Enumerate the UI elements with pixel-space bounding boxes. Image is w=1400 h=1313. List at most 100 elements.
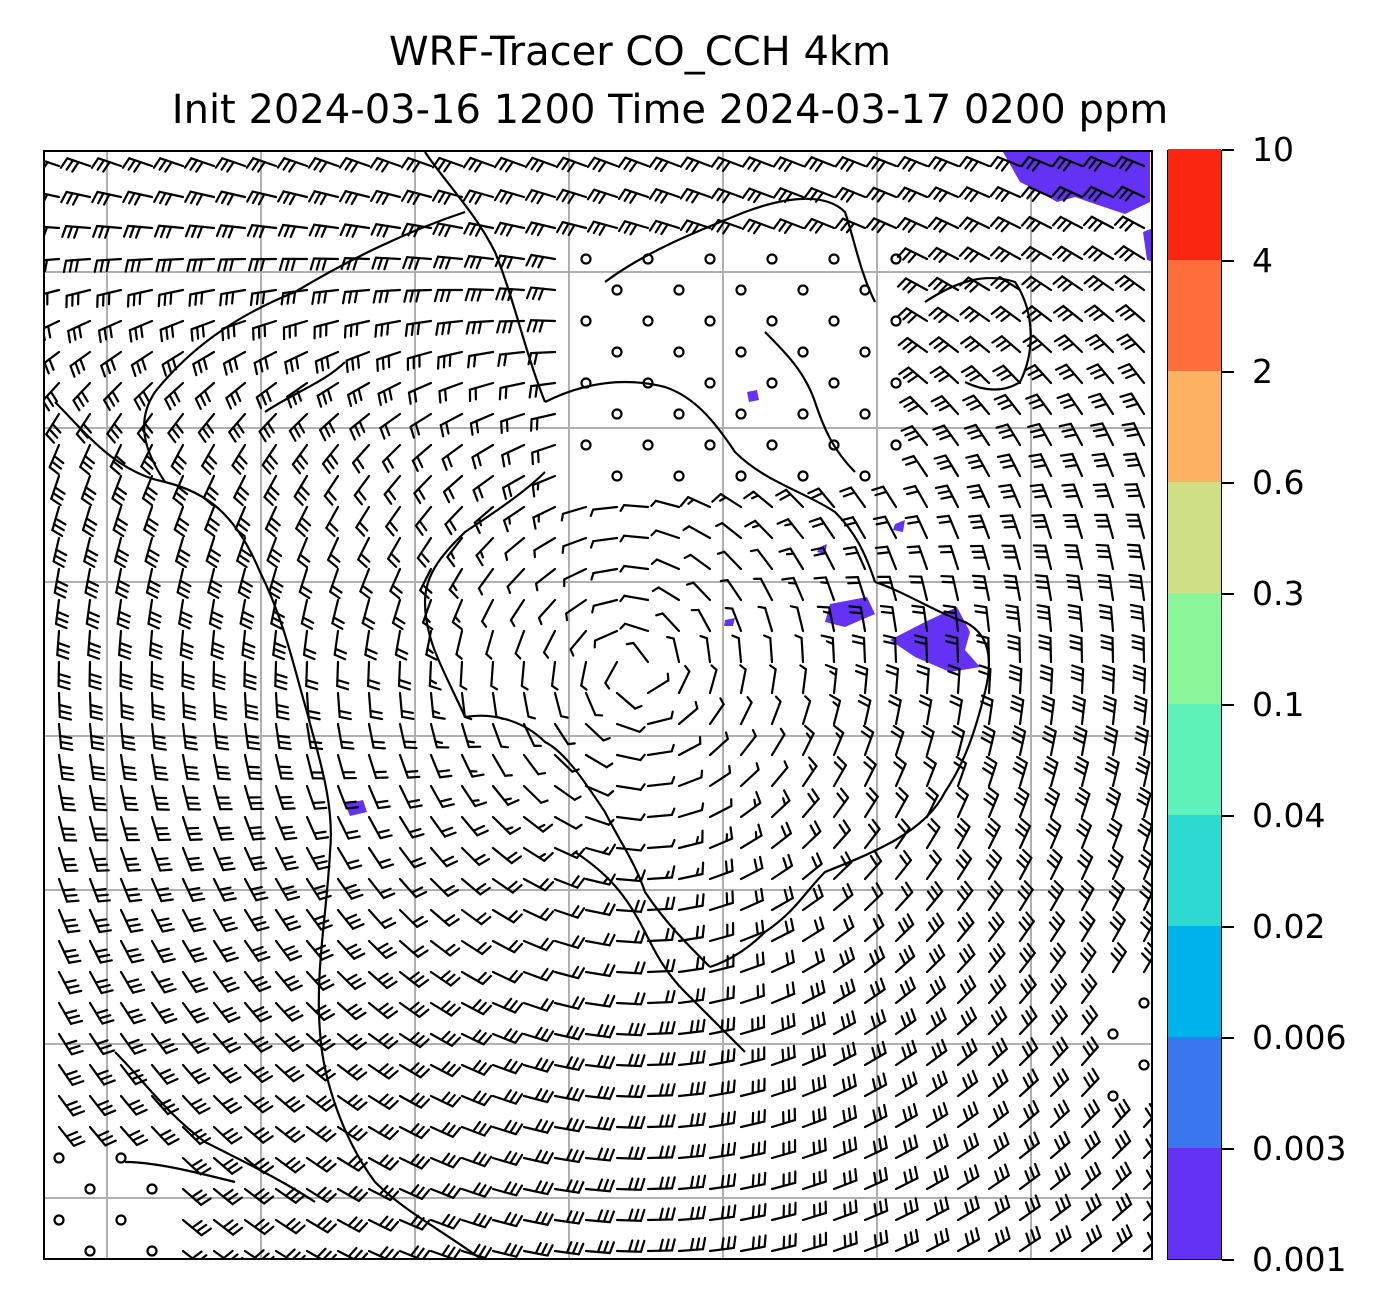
wind-barb-icon [109,443,126,476]
wind-barb-icon [958,155,991,172]
wind-barb-icon [955,786,969,819]
wind-barb-icon [54,598,70,630]
wind-barb-icon [1021,305,1053,323]
wind-barb-icon [832,787,850,819]
wind-barb-icon [942,604,960,633]
wind-barb-icon [1020,216,1053,233]
wind-barb-icon [336,660,350,691]
wind-barb-icon [181,1187,212,1206]
calm-wind-circle-icon [890,253,902,265]
wind-barb-icon [770,981,796,1005]
wind-barb-icon [1084,304,1115,323]
colorbar [1167,148,1222,1260]
wind-barb-icon [248,257,278,272]
wind-barb-icon [81,505,98,538]
wind-barb-icon [243,939,271,962]
wind-barb-icon [305,1094,337,1112]
wind-barb-icon [1065,573,1084,602]
wind-barb-icon [367,846,395,870]
wind-barb-icon [234,505,251,538]
wind-barb-icon [274,1032,305,1052]
wind-barb-icon [1092,483,1115,509]
wind-barb-icon [753,577,774,602]
colorbar-tick [1222,704,1234,706]
wind-barb-icon [1038,634,1053,664]
wind-barb-icon [584,722,611,742]
wind-barb-icon [646,1145,676,1160]
wind-barb-icon [406,350,433,371]
wind-barb-icon [679,219,712,235]
wind-barb-icon [243,877,269,902]
wind-barb-icon [770,853,794,881]
wind-barb-icon [863,1103,888,1129]
wind-barb-icon [45,350,61,378]
wind-barb-icon [336,908,365,930]
calm-wind-circle-icon [53,1152,65,1164]
wind-barb-icon [1103,725,1119,757]
wind-barb-icon [92,224,123,239]
wind-barb-icon [739,1171,767,1191]
wind-barb-icon [302,629,317,661]
wind-barb-icon [646,989,676,1005]
wind-barb-icon [181,1249,212,1258]
wind-barb-icon [465,319,495,335]
wind-barb-icon [155,257,185,273]
wind-barb-icon [1140,910,1151,943]
wind-barb-icon [305,1032,336,1052]
wind-barb-icon [882,634,898,664]
wind-barb-icon [956,1038,978,1067]
wind-barb-icon [1080,1036,1099,1067]
wind-barb-icon [1054,363,1084,385]
wind-barb-icon [565,598,588,622]
wind-barb-icon [772,156,805,172]
wind-barb-icon [119,691,135,721]
wind-barb-icon [1018,1005,1038,1036]
wind-barb-icon [241,629,256,661]
wind-barb-icon [1142,1165,1151,1191]
wind-barb-icon [989,186,1022,203]
wind-barb-icon [252,319,278,341]
wind-barb-icon [947,664,961,695]
wind-barb-icon [584,1116,616,1131]
wind-barb-icon [677,1143,706,1160]
wind-barb-icon [615,843,646,852]
wind-barb-icon [569,629,588,657]
wind-barb-icon [472,474,495,502]
calm-wind-circle-icon [1138,997,1150,1009]
wind-barb-icon [708,1048,736,1067]
wind-barb-icon [364,629,378,661]
wind-barb-icon [1111,1130,1132,1160]
wind-barb-icon [264,505,281,538]
wind-barb-icon [305,939,334,961]
wind-barb-icon [212,1032,242,1054]
wind-barb-icon [897,307,929,324]
wind-barb-icon [514,629,526,660]
wind-barb-icon [863,1229,889,1253]
wind-barb-icon [429,1061,462,1078]
wind-barb-icon [921,724,935,757]
wind-barb-icon [648,156,681,173]
wind-barb-icon [305,1001,336,1021]
colorbar-tick [1222,482,1234,484]
wind-barb-icon [305,722,324,751]
wind-barb-icon [369,156,402,173]
wind-barb-icon [178,598,193,630]
wind-barb-icon [295,505,312,538]
wind-barb-icon [832,819,851,850]
wind-barb-icon [509,598,526,628]
wind-barb-icon [807,487,836,509]
wind-barb-icon [824,663,838,695]
wind-barb-icon [464,288,495,302]
wind-barb-icon [305,970,335,991]
wind-barb-icon [400,156,433,173]
wind-barb-icon [491,969,524,984]
wind-barb-icon [584,784,615,797]
calm-wind-circle-icon [735,346,747,358]
calm-wind-circle-icon [797,470,809,482]
wind-barb-icon [305,1063,336,1082]
wind-barb-icon [925,1102,949,1129]
calm-wind-circle-icon [1107,1028,1119,1040]
wind-barb-icon [906,545,929,571]
wind-barb-icon [367,1032,399,1050]
wind-barb-icon [491,784,520,806]
